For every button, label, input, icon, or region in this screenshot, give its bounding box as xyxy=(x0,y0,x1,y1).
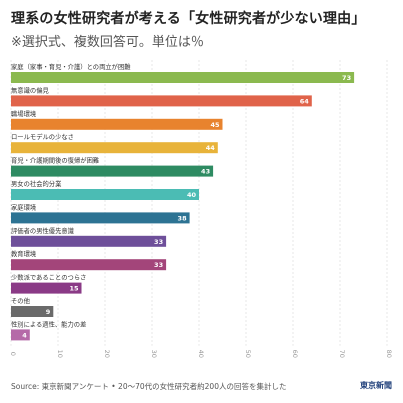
source-note: Source: 東京新聞アンケート • 20〜70代の女性研究者約200人の回答… xyxy=(11,382,287,391)
x-tick-label-20: 20 xyxy=(103,350,111,358)
category-label: その他 xyxy=(11,296,31,305)
data-label: 43 xyxy=(201,168,210,176)
data-label: 38 xyxy=(178,214,188,222)
bar xyxy=(11,165,214,177)
data-label: 73 xyxy=(342,74,351,82)
data-label: 40 xyxy=(187,191,197,199)
category-label: 育児・介護期間後の復帰が困難 xyxy=(11,156,100,165)
bar xyxy=(11,118,223,130)
x-tick-label-50: 50 xyxy=(244,350,252,358)
data-label: 33 xyxy=(154,238,163,246)
data-label: 9 xyxy=(46,308,51,316)
category-label: 家庭（家事・育児・介護）との両立が困難 xyxy=(11,62,131,71)
x-tick-label-40: 40 xyxy=(197,350,205,358)
category-label: 無意識の偏見 xyxy=(11,85,49,94)
category-label: 職場環境 xyxy=(11,109,36,118)
category-label: 男女の社会的分業 xyxy=(11,179,62,188)
x-tick-label-70: 70 xyxy=(338,350,346,358)
category-label: ロールモデルの少なさ xyxy=(11,132,74,141)
chart-title: 理系の女性研究者が考える「女性研究者が少ない理由」 xyxy=(11,11,366,27)
bar xyxy=(11,306,54,317)
category-label: 評価者の男性優先意識 xyxy=(11,226,75,235)
data-label: 15 xyxy=(69,285,79,293)
bar xyxy=(11,282,82,294)
category-label: 少数派であることのつらさ xyxy=(11,273,86,282)
bar xyxy=(11,329,30,341)
x-tick-label-10: 10 xyxy=(56,350,64,358)
x-tick-label-80: 80 xyxy=(385,350,393,358)
data-label: 45 xyxy=(210,121,220,129)
publisher-logo: 東京新聞 xyxy=(360,381,392,390)
category-label: 性別による適性、能力の差 xyxy=(11,319,86,328)
data-label: 4 xyxy=(22,331,27,339)
x-tick-label-0: 0 xyxy=(9,352,17,356)
data-label: 33 xyxy=(154,261,163,269)
bar xyxy=(11,259,167,271)
data-label: 44 xyxy=(206,144,216,152)
x-tick-label-60: 60 xyxy=(291,350,299,358)
bar xyxy=(11,212,190,224)
bar xyxy=(11,72,355,83)
bar xyxy=(11,235,167,247)
x-tick-label-30: 30 xyxy=(150,350,158,358)
bar xyxy=(11,189,199,200)
chart-subtitle: ※選択式、複数回答可。単位は％ xyxy=(11,35,204,50)
data-label: 64 xyxy=(300,97,310,105)
category-label: 教育環境 xyxy=(11,249,36,258)
category-label: 家庭環境 xyxy=(11,202,36,211)
bar xyxy=(11,142,218,154)
bar xyxy=(11,95,312,107)
